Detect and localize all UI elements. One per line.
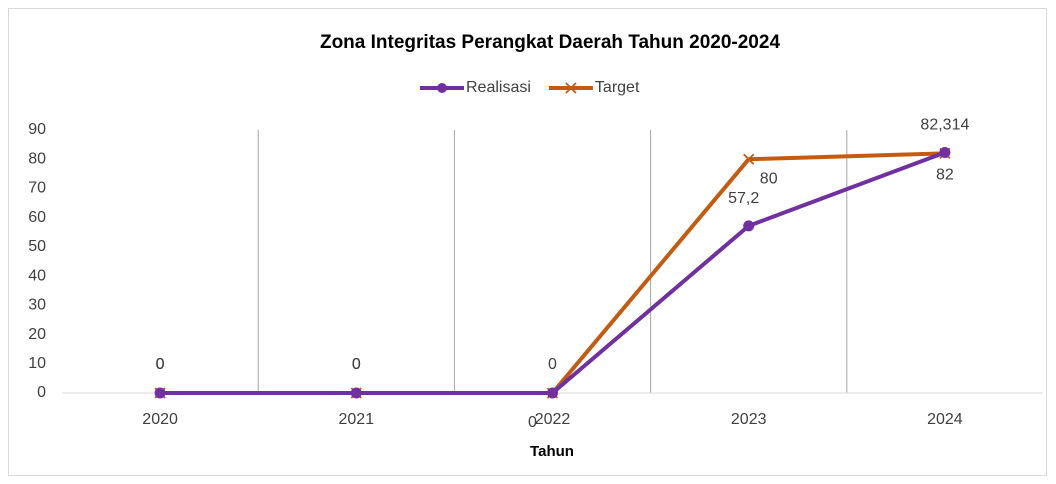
data-label: 0: [352, 356, 361, 373]
data-label: 82: [936, 167, 954, 184]
point-marker: [939, 146, 951, 158]
y-tick-label: 0: [37, 384, 46, 401]
y-tick-label: 30: [28, 297, 46, 314]
y-tick-label: 90: [28, 121, 46, 138]
data-label: 0: [352, 356, 361, 373]
point-marker: [547, 387, 558, 399]
point-marker: [154, 387, 166, 399]
legend-label: Realisasi: [466, 79, 531, 96]
x-tick-label: 2023: [731, 411, 767, 428]
data-label: 0: [528, 414, 537, 431]
x-tick-label: 2022: [535, 411, 571, 428]
point-marker: [743, 153, 755, 165]
legend-marker: [437, 83, 447, 93]
x-axis-title: Tahun: [530, 443, 574, 460]
y-tick-label: 20: [28, 326, 46, 343]
point-marker: [350, 387, 362, 399]
data-label: 0: [548, 356, 557, 373]
point-marker: [743, 220, 755, 232]
y-tick-label: 40: [28, 267, 46, 284]
legend-label: Target: [595, 79, 640, 96]
y-tick-label: 60: [28, 209, 46, 226]
legend-marker: [565, 82, 577, 94]
y-tick-label: 10: [28, 355, 46, 372]
y-tick-label: 80: [28, 150, 46, 167]
data-label: 0: [156, 356, 165, 373]
data-label: 82,314: [920, 117, 969, 134]
data-label: 57,2: [728, 190, 759, 207]
y-tick-label: 70: [28, 180, 46, 197]
data-label: 80: [760, 170, 778, 187]
x-tick-label: 2021: [339, 411, 375, 428]
y-tick-label: 50: [28, 238, 46, 255]
chart-frame: [8, 8, 1047, 476]
x-tick-label: 2024: [927, 411, 963, 428]
data-label: 0: [156, 356, 165, 373]
x-tick-label: 2020: [142, 411, 178, 428]
chart-title: Zona Integritas Perangkat Daerah Tahun 2…: [320, 32, 780, 53]
